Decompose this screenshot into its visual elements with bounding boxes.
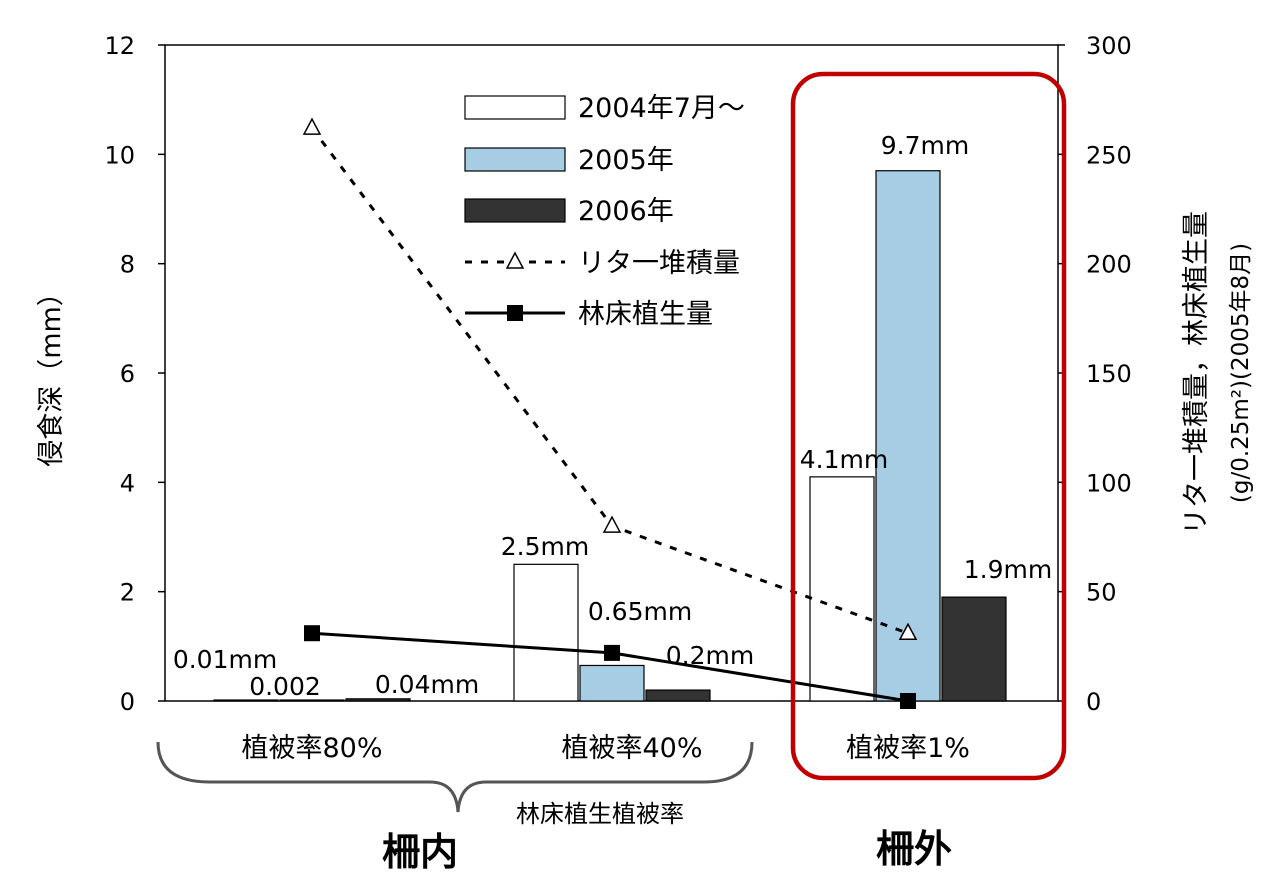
category-label-1: 植被率1% <box>846 733 970 764</box>
legend-label-2: 2005年 <box>578 145 674 176</box>
vegetation-marker-1 <box>304 625 320 642</box>
data-label-3: 0.04mm <box>375 670 479 699</box>
vegetation-marker-3 <box>900 693 916 709</box>
category-label-80: 植被率80% <box>241 733 382 764</box>
legend-label-3: 2006年 <box>578 196 674 227</box>
bar-3-3 <box>941 596 1007 702</box>
category-label-40: 植被率40% <box>561 733 702 764</box>
right-axis-ticks: 0 50 100 150 200 250 300 <box>1058 32 1132 716</box>
litter-marker-1 <box>302 117 322 135</box>
left-tick-label: 10 <box>104 141 135 169</box>
group-label-outside: 柵外 <box>876 827 952 871</box>
group-label-inside: 柵内 <box>382 830 458 874</box>
line-series <box>302 117 918 709</box>
right-tick-label: 100 <box>1086 469 1132 497</box>
legend-label-1: 2004年7月～ <box>578 93 745 124</box>
left-tick-label: 0 <box>120 688 135 716</box>
right-tick-label: 50 <box>1086 579 1117 607</box>
legend-label-4: リタ一堆積量 <box>578 248 740 279</box>
data-label-1: 0.01mm <box>173 645 277 674</box>
right-tick-label: 0 <box>1086 688 1101 716</box>
bar-1-2 <box>513 563 579 702</box>
legend-label-5: 林床植生量 <box>578 299 713 330</box>
left-tick-label: 12 <box>104 32 135 60</box>
left-axis-title: 侵食深（mm） <box>36 279 67 467</box>
left-tick-label: 6 <box>120 360 135 388</box>
data-label-2: 0.002 <box>249 672 321 701</box>
left-tick-label: 4 <box>120 469 135 497</box>
legend-marker-triangle <box>505 251 525 269</box>
left-tick-label: 8 <box>120 251 135 279</box>
highlight-box <box>790 71 1067 781</box>
right-axis-title-line1: リタ一堆積量，林床植生量 <box>1181 211 1212 535</box>
data-label-5: 0.65mm <box>588 597 692 626</box>
left-tick-label: 2 <box>120 579 135 607</box>
data-label-6: 0.2mm <box>666 641 754 670</box>
right-tick-label: 150 <box>1086 360 1132 388</box>
vegetation-marker-2 <box>604 644 620 661</box>
bar-1-1 <box>213 699 279 702</box>
right-tick-label: 200 <box>1086 251 1132 279</box>
data-label-9: 1.9mm <box>964 555 1052 584</box>
data-label-8: 9.7mm <box>881 131 969 160</box>
bar-3-2 <box>645 689 711 702</box>
group-brace <box>156 741 754 813</box>
bar-series <box>213 170 1007 702</box>
legend-swatch-3 <box>464 198 566 223</box>
legend-marker-square <box>507 305 523 321</box>
bar-2-3 <box>875 170 941 702</box>
bar-2-1 <box>279 699 345 702</box>
data-label-4: 2.5mm <box>501 532 589 561</box>
right-tick-label: 250 <box>1086 141 1132 169</box>
bar-1-3 <box>809 476 875 702</box>
bar-3-1 <box>345 698 411 702</box>
left-axis-ticks: 0 2 4 6 8 10 12 <box>104 32 165 716</box>
bar-2-2 <box>579 664 645 702</box>
litter-marker-2 <box>602 515 622 533</box>
legend-swatch-1 <box>464 95 566 120</box>
category-axis-label: 林床植生植被率 <box>516 800 684 828</box>
right-axis-title-line2: (g/0.25m²)(2005年8月) <box>1228 243 1254 503</box>
legend-swatch-2 <box>464 147 566 172</box>
litter-marker-3 <box>898 622 918 640</box>
right-tick-label: 300 <box>1086 32 1132 60</box>
data-label-7: 4.1mm <box>800 445 888 474</box>
